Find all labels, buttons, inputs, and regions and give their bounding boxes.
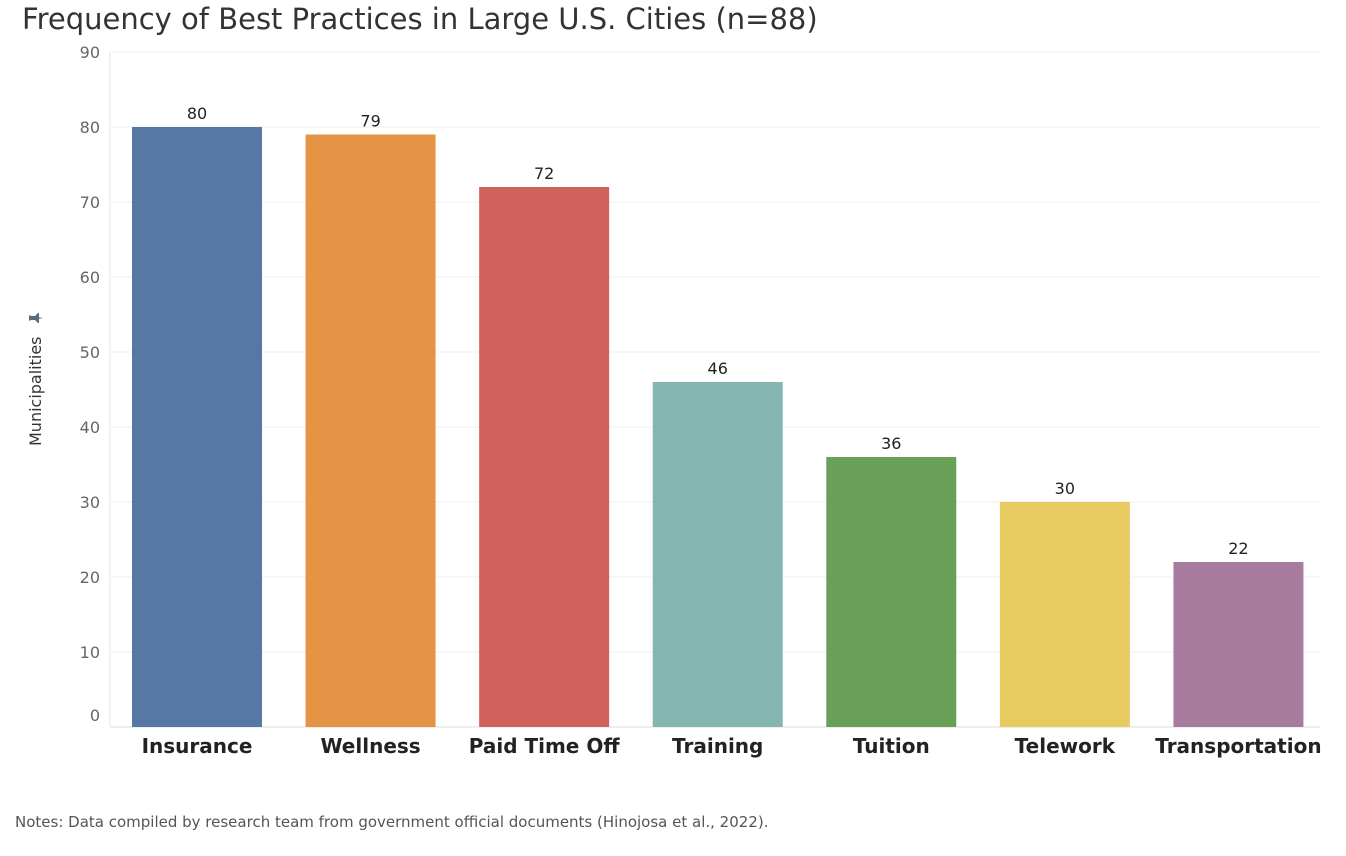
bar[interactable]	[652, 382, 783, 727]
bar[interactable]	[132, 127, 262, 727]
y-tick-label: 30	[80, 493, 100, 512]
data-label: 80	[187, 104, 207, 123]
x-category-label: Tuition	[853, 734, 930, 758]
bar[interactable]	[826, 457, 957, 727]
y-tick-label: 0	[90, 706, 100, 725]
y-axis-label: Municipalities	[26, 310, 45, 446]
bar[interactable]	[1173, 562, 1304, 727]
y-tick-label: 70	[80, 193, 100, 212]
bar[interactable]	[999, 502, 1130, 727]
y-tick-label: 40	[80, 418, 100, 437]
x-category-label: Paid Time Off	[469, 734, 621, 758]
x-category-label: Insurance	[142, 734, 253, 758]
bar[interactable]	[305, 134, 436, 728]
bar-chart: 0 10 20 30 40 50 60 70 80 90 80 79 72 46 36 30 22 Insur…	[80, 43, 1322, 758]
data-label: 46	[708, 359, 728, 378]
chart-notes: Notes: Data compiled by research team fr…	[15, 813, 769, 831]
y-axis-ticks: 0 10 20 30 40 50 60 70 80 90	[80, 43, 100, 725]
data-labels: 80 79 72 46 36 30 22	[187, 104, 1249, 558]
y-tick-label: 60	[80, 268, 100, 287]
y-tick-label: 50	[80, 343, 100, 362]
bars	[132, 127, 1304, 728]
pin-icon[interactable]	[28, 310, 44, 326]
data-label: 36	[881, 434, 901, 453]
y-axis-label-container: Municipalities	[26, 300, 50, 450]
x-category-label: Telework	[1015, 734, 1116, 758]
data-label: 72	[534, 164, 554, 183]
bar[interactable]	[479, 187, 610, 727]
y-tick-label: 80	[80, 118, 100, 137]
y-tick-label: 20	[80, 568, 100, 587]
x-category-label: Transportation	[1155, 734, 1321, 758]
chart-title: Frequency of Best Practices in Large U.S…	[22, 2, 818, 36]
x-axis-labels: Insurance Wellness Paid Time Off Training Tu…	[142, 734, 1322, 758]
data-label: 79	[360, 112, 380, 131]
data-label: 30	[1055, 479, 1075, 498]
data-label: 22	[1228, 539, 1248, 558]
x-category-label: Wellness	[320, 734, 420, 758]
y-tick-label: 10	[80, 643, 100, 662]
y-tick-label: 90	[80, 43, 100, 62]
x-category-label: Training	[672, 734, 763, 758]
